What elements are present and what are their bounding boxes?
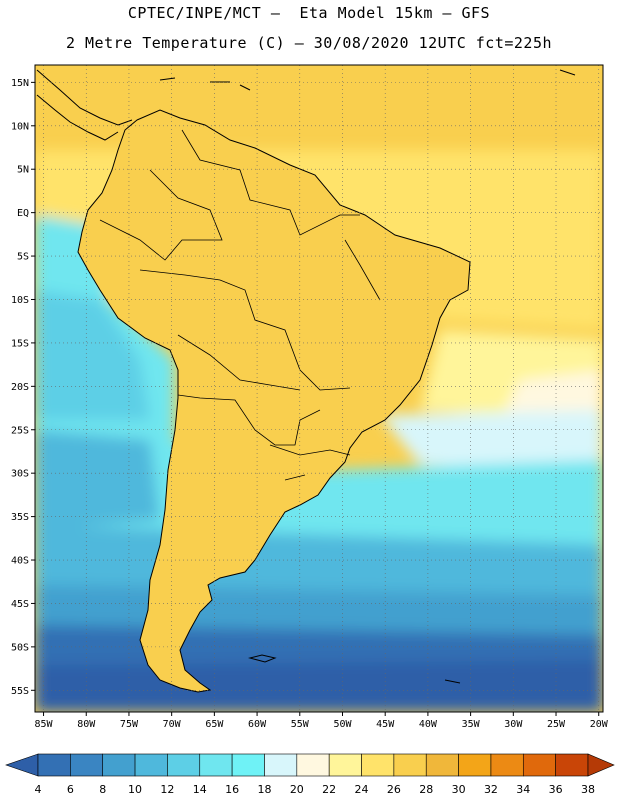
colorbar-segment xyxy=(328,753,362,777)
central-america-coast xyxy=(36,69,133,126)
map-frame xyxy=(34,64,604,713)
colorbar-segment xyxy=(522,753,556,777)
lat-tick-label: 10N xyxy=(11,121,29,132)
lat-lon-grid xyxy=(35,65,603,712)
lon-tick-label: 30W xyxy=(504,719,523,730)
lon-tick-label: 25W xyxy=(547,719,566,730)
colorbar-segment xyxy=(70,753,104,777)
colorbar-tick-label: 14 xyxy=(193,783,207,796)
lat-tick-label: 25S xyxy=(11,425,29,436)
colorbar-arrow-high xyxy=(587,753,615,777)
colorbar-arrow-low xyxy=(5,753,39,777)
caribbean-islands xyxy=(159,69,576,91)
lat-tick-label: 30S xyxy=(11,469,29,480)
colorbar-segment xyxy=(361,753,395,777)
colorbar-tick-label: 22 xyxy=(322,783,336,796)
colorbar-tick-label: 28 xyxy=(419,783,433,796)
colorbar-segment xyxy=(102,753,136,777)
national-borders xyxy=(99,129,381,481)
colorbar-tick-label: 38 xyxy=(581,783,595,796)
lat-tick-label: 15S xyxy=(11,338,29,349)
colorbar-segment xyxy=(134,753,168,777)
lon-tick-label: 35W xyxy=(462,719,481,730)
lon-tick-label: 50W xyxy=(333,719,352,730)
lat-tick-label: 5S xyxy=(17,252,29,263)
colorbar-segment xyxy=(37,753,71,777)
colorbar-tick-label: 32 xyxy=(484,783,498,796)
falkland-islands xyxy=(248,654,277,663)
colorbar-tick-label: 8 xyxy=(99,783,106,796)
colorbar-tick-label: 20 xyxy=(290,783,304,796)
colorbar-segment xyxy=(393,753,427,777)
lat-tick-label: 50S xyxy=(11,642,29,653)
lon-tick-label: 55W xyxy=(291,719,310,730)
colorbar-tick-label: 24 xyxy=(355,783,369,796)
lon-tick-label: 20W xyxy=(590,719,609,730)
colorbar-tick-label: 18 xyxy=(257,783,271,796)
colorbar-tick-label: 12 xyxy=(160,783,174,796)
lon-tick-label: 60W xyxy=(248,719,267,730)
lon-tick-label: 45W xyxy=(376,719,395,730)
lon-tick-label: 75W xyxy=(120,719,139,730)
lat-tick-label: 55S xyxy=(11,686,29,697)
lat-tick-label: 35S xyxy=(11,512,29,523)
lat-tick-label: 5N xyxy=(17,165,29,176)
lat-tick-label: 20S xyxy=(11,382,29,393)
colorbar-tick-label: 4 xyxy=(35,783,42,796)
lon-tick-label: 70W xyxy=(163,719,182,730)
lat-tick-label: 10S xyxy=(11,295,29,306)
lon-tick-label: 65W xyxy=(205,719,224,730)
colorbar-segment xyxy=(231,753,265,777)
colorbar-tick-label: 16 xyxy=(225,783,239,796)
colorbar-segment xyxy=(490,753,524,777)
lon-tick-label: 80W xyxy=(77,719,96,730)
colorbar-tick-label: 10 xyxy=(128,783,142,796)
lat-tick-label: 15N xyxy=(11,78,29,89)
lon-tick-label: 40W xyxy=(419,719,438,730)
colorbar-tick-label: 34 xyxy=(516,783,530,796)
colorbar-segment xyxy=(425,753,459,777)
colorbar-tick-label: 30 xyxy=(452,783,466,796)
colorbar-tick-label: 36 xyxy=(549,783,563,796)
lat-tick-label: 45S xyxy=(11,599,29,610)
colorbar-tick-label: 6 xyxy=(67,783,74,796)
lon-tick-label: 85W xyxy=(35,719,54,730)
colorbar-segment xyxy=(555,753,589,777)
colorbar-segment xyxy=(199,753,233,777)
colorbar-segment xyxy=(264,753,298,777)
lat-tick-label: 40S xyxy=(11,556,29,567)
chart-title-line-2: 2 Metre Temperature (C) – 30/08/2020 12U… xyxy=(65,34,553,52)
temperature-field xyxy=(35,65,603,712)
colorbar-segment xyxy=(458,753,492,777)
map-axes: 15N 10N 5N EQ 5S 10S 15S 20S 25S 30S 35S 40S 45S 50S 5… xyxy=(11,78,609,730)
colorbar-segment xyxy=(296,753,330,777)
lat-tick-label: EQ xyxy=(17,208,29,219)
colorbar-tick-label: 26 xyxy=(387,783,401,796)
colorbar-segment xyxy=(167,753,201,777)
chart-title-line-1: CPTEC/INPE/MCT – Eta Model 15km – GFS xyxy=(127,4,491,22)
